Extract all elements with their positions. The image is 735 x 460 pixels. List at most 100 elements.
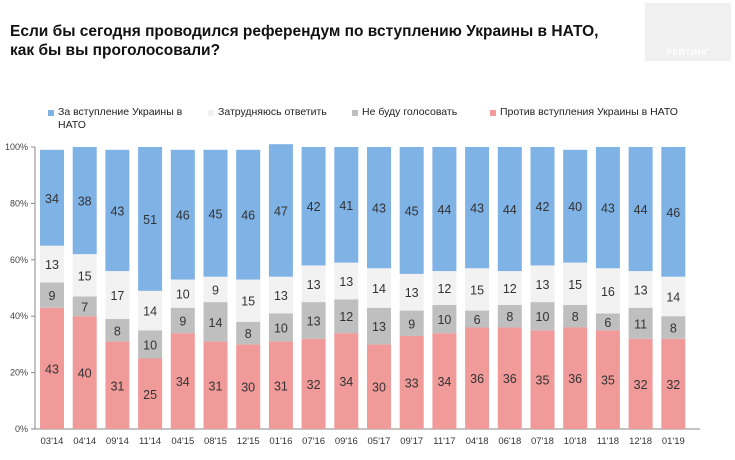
data-label: 14 <box>666 290 680 304</box>
data-label: 44 <box>634 203 648 217</box>
bar-segment <box>432 271 457 305</box>
data-label: 34 <box>176 375 190 389</box>
bar-segment <box>40 282 64 308</box>
data-label: 32 <box>634 378 648 392</box>
title-line-1: Если бы сегодня проводился референдум по… <box>10 23 599 40</box>
bar-segment <box>530 147 555 266</box>
bar-segment <box>236 279 261 322</box>
legend-swatch-against <box>490 110 496 116</box>
bar-segment <box>138 330 163 359</box>
bar-segment <box>530 302 555 331</box>
legend-label-against: Против вступления Украины в НАТО <box>500 106 678 118</box>
bar-segment <box>595 313 620 331</box>
logo-text: РЕЙТИНГ <box>666 47 710 57</box>
legend-swatch-not-vote <box>352 110 358 116</box>
bar-segment <box>138 358 163 429</box>
chart-title: Если бы сегодня проводился референдум по… <box>10 22 650 60</box>
rating-logo: РЕЙТИНГ <box>645 3 731 61</box>
legend-swatch-for <box>48 110 54 116</box>
data-label: 43 <box>601 202 615 216</box>
bar-segment <box>203 302 228 342</box>
data-label: 8 <box>670 321 677 335</box>
data-label: 17 <box>110 289 124 303</box>
bar-segment <box>334 333 359 429</box>
data-label: 32 <box>666 378 680 392</box>
data-label: 10 <box>536 310 550 324</box>
bar-segment <box>497 271 522 305</box>
data-label: 13 <box>274 289 288 303</box>
data-label: 10 <box>437 313 451 327</box>
data-label: 12 <box>339 310 353 324</box>
data-label: 31 <box>209 379 223 393</box>
x-tick-label: 09'16 <box>335 436 358 447</box>
bar-segment <box>563 304 588 328</box>
bar-segment <box>105 271 130 320</box>
bar-segment <box>432 147 457 272</box>
bar-segment <box>432 333 457 429</box>
data-label: 14 <box>209 316 223 330</box>
bar-segment <box>628 307 653 339</box>
bar-segment <box>170 333 195 429</box>
chart-legend: За вступление Украины в НАТО Затрудняюсь… <box>0 106 735 136</box>
data-label: 43 <box>470 202 484 216</box>
bar-segment <box>301 338 326 429</box>
stacked-bar-chart: 0% 20% 40% 60% 80% 100% 43 9 13 34 03'14 40 7 15 38 04'… <box>5 142 700 447</box>
data-label: 44 <box>437 203 451 217</box>
data-label: 42 <box>307 200 321 214</box>
bar-segment <box>170 149 195 280</box>
data-label: 6 <box>604 316 611 330</box>
bar-segment <box>236 149 261 280</box>
data-label: 46 <box>241 209 255 223</box>
bar-segment <box>72 254 97 297</box>
bar-segment <box>628 271 653 308</box>
data-label: 43 <box>45 362 59 376</box>
data-label: 46 <box>176 209 190 223</box>
legend-label-undecided: Затрудняюсь ответить <box>218 106 327 118</box>
bar-segment <box>367 344 391 429</box>
data-label: 13 <box>634 283 648 297</box>
data-label: 9 <box>49 289 56 303</box>
bar-segment <box>563 262 588 305</box>
bar-segment <box>40 245 64 283</box>
bar-segment <box>432 304 457 334</box>
data-label: 30 <box>241 381 255 395</box>
bar-segment <box>628 338 653 429</box>
data-label: 8 <box>245 327 252 341</box>
y-tick-label: 60% <box>10 255 28 265</box>
bar-segment <box>661 147 686 277</box>
bar-segment <box>399 310 424 336</box>
bar-segment <box>301 265 326 303</box>
data-label: 13 <box>45 258 59 272</box>
data-label: 36 <box>503 372 517 386</box>
y-tick-label: 100% <box>5 142 28 152</box>
data-label: 25 <box>143 388 157 402</box>
bar-segment <box>563 327 588 429</box>
bar-segment <box>268 276 293 314</box>
data-label: 41 <box>339 199 353 213</box>
x-tick-label: 01'16 <box>269 436 292 447</box>
bar-segment <box>334 299 359 334</box>
bar-segment <box>497 147 522 272</box>
data-label: 45 <box>405 204 419 218</box>
bar-segment <box>268 341 293 429</box>
bar-segment <box>399 147 424 274</box>
data-label: 13 <box>405 286 419 300</box>
x-tick-label: 01'19 <box>662 436 685 447</box>
legend-item-not-vote: Не буду голосовать <box>352 106 457 119</box>
y-tick-label: 0% <box>15 424 28 434</box>
data-label: 15 <box>78 269 92 283</box>
data-label: 36 <box>470 372 484 386</box>
data-label: 10 <box>176 288 190 302</box>
legend-item-undecided: Затрудняюсь ответить <box>208 106 327 119</box>
bar-segment <box>105 341 130 429</box>
data-label: 32 <box>307 378 321 392</box>
bar-segment <box>530 330 555 429</box>
x-tick-label: 11'18 <box>597 436 619 447</box>
bar-segment <box>40 149 64 246</box>
bar-segment <box>72 147 97 255</box>
bar-segment <box>367 268 391 308</box>
x-tick-label: 05'17 <box>368 436 391 447</box>
data-label: 13 <box>536 278 550 292</box>
data-label: 30 <box>372 381 386 395</box>
data-label: 46 <box>666 206 680 220</box>
